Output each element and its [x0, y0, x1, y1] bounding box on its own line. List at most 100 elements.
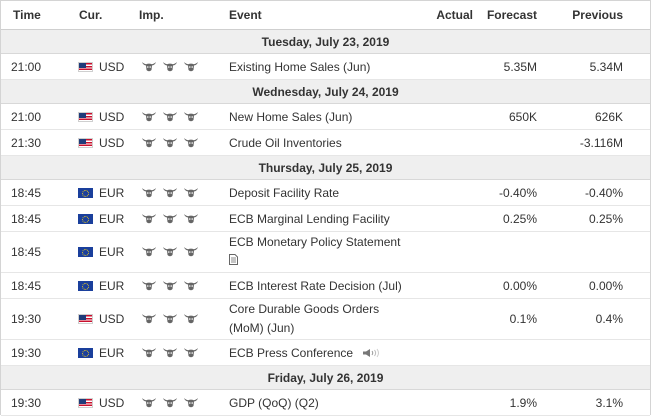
event-currency: USD — [73, 60, 139, 74]
us-flag-icon — [78, 111, 93, 122]
event-name[interactable]: ECB Monetary Policy Statement — [229, 233, 407, 271]
date-row: Friday, July 26, 2019 — [1, 366, 650, 390]
event-name-text[interactable]: ECB Monetary Policy Statement — [229, 235, 401, 249]
event-forecast: 5.35M — [503, 59, 537, 74]
currency-code: USD — [99, 395, 125, 410]
eu-flag-icon — [78, 213, 93, 224]
event-name-text[interactable]: Existing Home Sales (Jun) — [229, 59, 371, 74]
event-name[interactable]: Deposit Facility Rate — [229, 184, 407, 202]
bull-icon — [163, 347, 177, 357]
currency-code: USD — [99, 135, 125, 150]
bull-icon — [142, 111, 156, 121]
event-name-text[interactable]: ECB Marginal Lending Facility — [229, 211, 390, 226]
event-currency: USD — [73, 110, 139, 124]
header-importance[interactable]: Imp. — [139, 8, 164, 22]
bull-icon — [142, 137, 156, 147]
event-time: 18:45 — [11, 211, 42, 226]
currency-code: EUR — [99, 345, 125, 360]
importance-bulls — [139, 313, 229, 325]
table-row[interactable]: 21:00 USD Existing Home Sales (Jun) 5.35… — [1, 54, 650, 80]
importance-bulls — [139, 213, 229, 225]
bull-icon — [184, 213, 198, 223]
event-name[interactable]: ECB Marginal Lending Facility — [229, 210, 407, 228]
event-name[interactable]: ECB Interest Rate Decision (Jul) — [229, 277, 407, 295]
bull-icon — [163, 397, 177, 407]
event-forecast: 650K — [508, 109, 537, 124]
table-row[interactable]: 21:30 USD Crude Oil Inventories -3.116M — [1, 130, 650, 156]
table-row[interactable]: 19:30 USD GDP (QoQ) (Q2) 1.9% 3.1% — [1, 390, 650, 416]
importance-bulls — [139, 280, 229, 292]
table-row[interactable]: 21:00 USD New Home Sales (Jun) 650K 626K — [1, 104, 650, 130]
event-time: 18:45 — [11, 278, 42, 293]
speaker-icon[interactable] — [362, 348, 380, 358]
us-flag-icon — [78, 61, 93, 72]
importance-bulls — [139, 397, 229, 409]
event-name[interactable]: Existing Home Sales (Jun) — [229, 58, 407, 76]
bull-icon — [163, 247, 177, 257]
table-row[interactable]: 18:45 EUR ECB Marginal Lending Facility … — [1, 206, 650, 232]
event-name-text[interactable]: Crude Oil Inventories — [229, 135, 342, 150]
eu-flag-icon — [78, 247, 93, 257]
currency-code: EUR — [99, 245, 125, 259]
table-row[interactable]: 18:45 EUR Deposit Facility Rate -0.40% -… — [1, 180, 650, 206]
event-currency: EUR — [73, 186, 139, 200]
bull-icon — [142, 247, 156, 257]
eu-flag-icon — [78, 280, 93, 291]
us-flag-icon — [78, 314, 93, 324]
event-name-text[interactable]: New Home Sales (Jun) — [229, 109, 353, 124]
header-time[interactable]: Time — [13, 8, 41, 22]
date-row: Wednesday, July 24, 2019 — [1, 80, 650, 104]
bull-icon — [142, 187, 156, 197]
importance-bulls — [139, 137, 229, 149]
bull-icon — [142, 314, 156, 324]
header-currency[interactable]: Cur. — [79, 8, 103, 22]
bull-icon — [142, 213, 156, 223]
event-name-text[interactable]: GDP (QoQ) (Q2) — [229, 395, 319, 410]
event-name[interactable]: Crude Oil Inventories — [229, 134, 407, 152]
event-name-text[interactable]: Deposit Facility Rate — [229, 185, 340, 200]
currency-code: USD — [99, 59, 125, 74]
document-icon[interactable] — [229, 254, 238, 265]
bull-icon — [184, 314, 198, 324]
table-row[interactable]: 19:30 EUR ECB Press Conference — [1, 340, 650, 366]
importance-bulls — [139, 61, 229, 73]
currency-code: USD — [99, 312, 125, 326]
bull-icon — [163, 61, 177, 71]
event-name[interactable]: New Home Sales (Jun) — [229, 108, 407, 126]
eu-flag-icon — [78, 347, 93, 358]
bull-icon — [184, 111, 198, 121]
event-name-text[interactable]: ECB Interest Rate Decision (Jul) — [229, 278, 402, 293]
event-name-text-line2[interactable]: (MoM) (Jun) — [229, 321, 295, 335]
event-name[interactable]: Core Durable Goods Orders (MoM) (Jun) — [229, 300, 407, 338]
event-time: 19:30 — [11, 345, 42, 360]
us-flag-icon — [78, 397, 93, 408]
bull-icon — [163, 213, 177, 223]
event-previous: -3.116M — [579, 135, 623, 150]
event-name[interactable]: ECB Press Conference — [229, 344, 407, 362]
importance-bulls — [139, 246, 229, 258]
table-row[interactable]: 18:45 EUR ECB Interest Rate Decision (Ju… — [1, 273, 650, 299]
table-row[interactable]: 19:30 USD Core Durable Goods Orders (MoM… — [1, 299, 650, 340]
us-flag-icon — [78, 137, 93, 148]
header-forecast[interactable]: Forecast — [486, 8, 537, 22]
header-actual[interactable]: Actual — [436, 8, 473, 22]
date-row: Thursday, July 25, 2019 — [1, 156, 650, 180]
event-name[interactable]: GDP (QoQ) (Q2) — [229, 394, 407, 412]
event-previous: 626K — [594, 109, 623, 124]
event-time: 21:30 — [11, 135, 42, 150]
event-previous: 0.25% — [588, 211, 623, 226]
bull-icon — [163, 187, 177, 197]
event-currency: USD — [73, 396, 139, 410]
date-row: Tuesday, July 23, 2019 — [1, 30, 650, 54]
importance-bulls — [139, 111, 229, 123]
event-currency: EUR — [73, 279, 139, 293]
header-previous[interactable]: Previous — [572, 8, 623, 22]
table-row[interactable]: 18:45 EUR ECB Monetary Policy Statement — [1, 232, 650, 273]
currency-code: EUR — [99, 185, 125, 200]
currency-code: EUR — [99, 278, 125, 293]
header-event[interactable]: Event — [229, 8, 262, 22]
event-name-text[interactable]: Core Durable Goods Orders — [229, 302, 380, 316]
event-currency: EUR — [73, 346, 139, 360]
event-name-text[interactable]: ECB Press Conference — [229, 345, 354, 360]
